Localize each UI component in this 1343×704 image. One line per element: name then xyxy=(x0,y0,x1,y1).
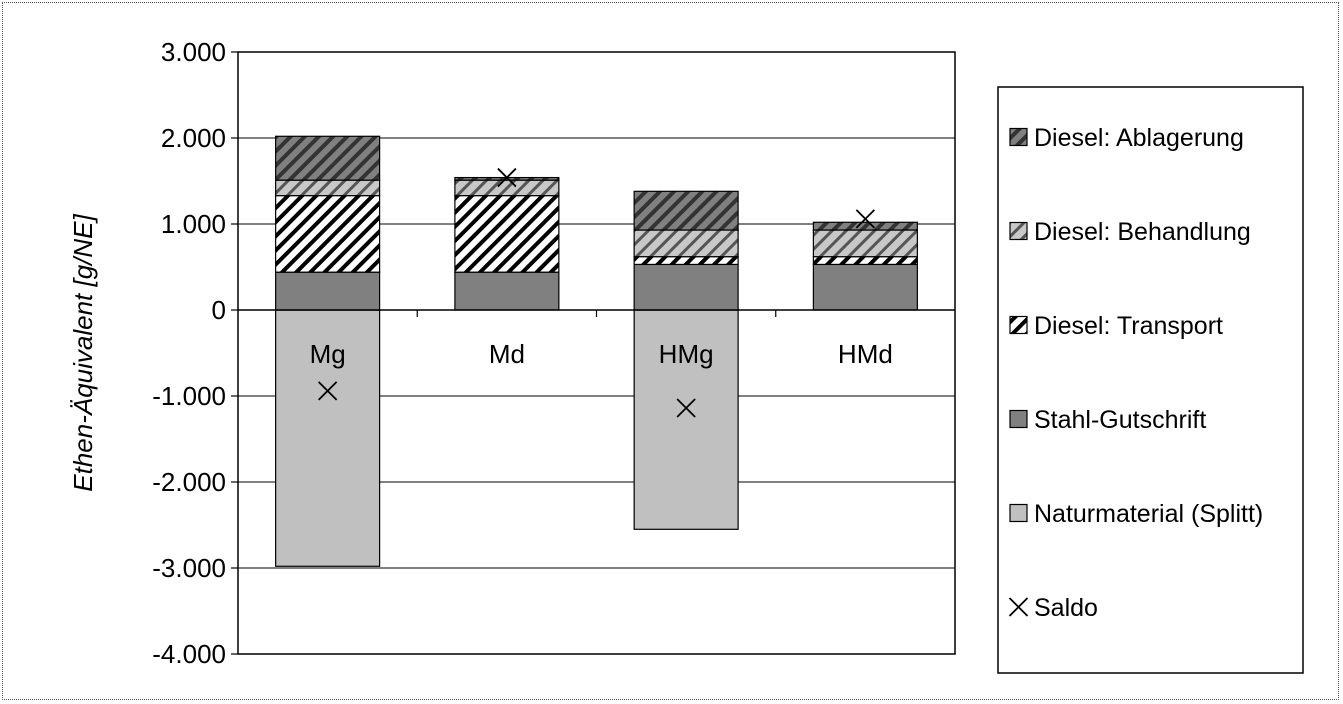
category-label-md: Md xyxy=(489,339,525,369)
y-tick-label: -2.000 xyxy=(152,467,226,497)
bar-hmd-diesel-transport xyxy=(812,256,918,266)
bar-md-diesel-behandlung xyxy=(454,179,560,197)
y-tick-label: 2.000 xyxy=(161,123,226,153)
bar-hmg-diesel-ablagerung xyxy=(633,190,739,231)
y-axis-ticks: 3.000 2.000 1.000 0 -1.000 -2.000 -3.000 -4.000 xyxy=(152,37,238,669)
legend-item-naturmaterial-splitt: Naturmaterial (Splitt) xyxy=(1009,500,1263,528)
legend-item-diesel-behandlung: Diesel: Behandlung xyxy=(1009,218,1251,246)
bar-md-diesel-transport xyxy=(454,195,560,273)
legend-label: Saldo xyxy=(1034,594,1098,622)
category-label-hmd: HMd xyxy=(838,339,893,369)
legend-label: Naturmaterial (Splitt) xyxy=(1034,500,1263,528)
bar-hmd-diesel-ablagerung xyxy=(812,221,918,231)
saldo-marker-mg xyxy=(317,381,338,401)
legend-label: Diesel: Transport xyxy=(1034,312,1223,340)
bar-hmg-stahl-gutschrift xyxy=(633,263,739,311)
saldo-marker-hmd xyxy=(855,209,876,229)
y-tick-label: -3.000 xyxy=(152,553,226,583)
category-label-hmg: HMg xyxy=(659,339,714,369)
legend-label: Diesel: Ablagerung xyxy=(1034,124,1244,152)
bars xyxy=(275,135,918,567)
bar-mg-diesel-transport xyxy=(275,195,381,273)
y-tick-label: 0 xyxy=(212,295,226,325)
category-labels: Mg Md HMg HMd xyxy=(310,339,893,369)
bar-hmg-diesel-transport xyxy=(633,256,739,266)
legend xyxy=(997,86,1304,674)
y-tick-label: -1.000 xyxy=(152,381,226,411)
bar-mg-diesel-behandlung xyxy=(275,179,381,197)
bar-hmd-stahl-gutschrift xyxy=(812,263,918,311)
y-axis-label: Ethen-Äquivalent [g/NE] xyxy=(68,213,98,491)
legend-swatch xyxy=(1009,221,1028,241)
y-tick-label: -4.000 xyxy=(152,639,226,669)
legend-swatch xyxy=(1009,503,1028,523)
bar-md-stahl-gutschrift xyxy=(454,271,560,311)
legend-swatch xyxy=(1009,127,1028,147)
saldo-marker-hmg xyxy=(676,398,696,418)
legend-swatch xyxy=(1009,409,1028,429)
bar-hmg-naturmaterial-splitt xyxy=(633,309,739,530)
legend-item-saldo: Saldo xyxy=(1008,594,1098,622)
legend-items: Diesel: Ablagerung Diesel: Behandlung Dies… xyxy=(1008,124,1263,622)
y-tick-label: 1.000 xyxy=(161,209,226,239)
saldo-marker-md xyxy=(497,167,517,188)
y-tick-label: 3.000 xyxy=(161,37,226,67)
legend-label: Stahl-Gutschrift xyxy=(1034,406,1206,434)
legend-swatch xyxy=(1009,315,1028,335)
bar-mg-diesel-ablagerung xyxy=(275,135,381,181)
bar-mg-naturmaterial-splitt xyxy=(275,309,381,567)
bar-hmg-diesel-behandlung xyxy=(633,229,739,258)
saldo-markers xyxy=(317,167,876,418)
legend-item-stahl-gutschrift: Stahl-Gutschrift xyxy=(1009,406,1206,434)
legend-item-diesel-ablagerung: Diesel: Ablagerung xyxy=(1009,124,1244,152)
legend-item-diesel-transport: Diesel: Transport xyxy=(1009,312,1223,340)
bar-mg-stahl-gutschrift xyxy=(275,271,381,311)
bar-hmd-diesel-behandlung xyxy=(812,229,918,258)
legend-label: Diesel: Behandlung xyxy=(1034,218,1251,246)
category-label-mg: Mg xyxy=(310,339,346,369)
